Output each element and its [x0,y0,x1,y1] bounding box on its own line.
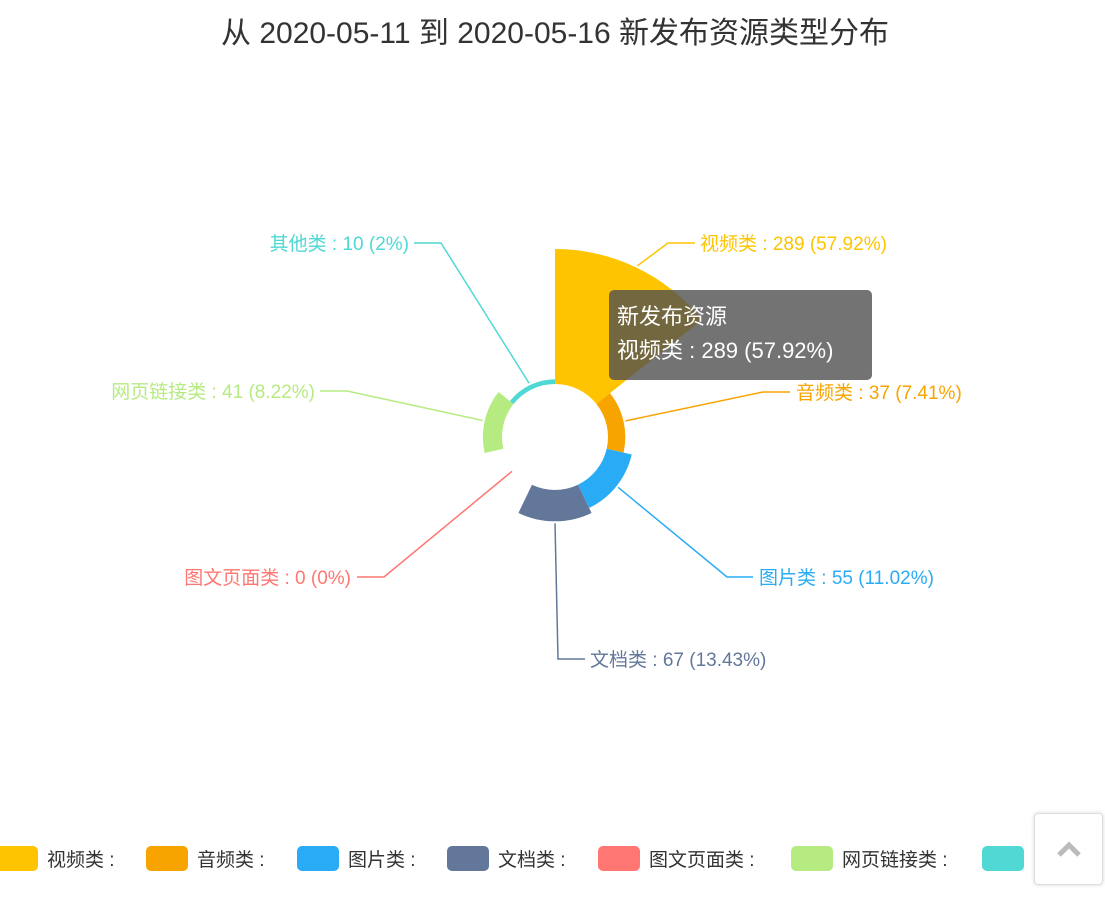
slice-6[interactable] [509,379,555,404]
slice-1[interactable] [596,393,626,453]
legend-label: 视频类 : [47,849,115,871]
slice-label-0: 视频类 : 289 (57.92%) [700,233,887,255]
legend-label: 图文页面类 : [649,849,755,871]
slice-label-6: 其他类 : 10 (2%) [270,233,409,255]
tooltip: 新发布资源 视频类 : 289 (57.92%) [609,290,872,380]
label-line-0 [636,242,695,267]
legend-item-1[interactable]: 音频类 : [146,845,265,871]
chart-title: 从 2020-05-11 到 2020-05-16 新发布资源类型分布 [220,17,890,50]
legend-item-4[interactable]: 图文页面类 : [598,845,755,871]
tooltip-line: 视频类 : 289 (57.92%) [617,338,834,363]
label-line-3 [554,523,585,660]
legend-label: 音频类 : [197,849,265,871]
slice-5[interactable] [482,392,514,454]
label-line-4 [357,470,513,578]
legend-label: 文档类 : [498,849,566,871]
slice-3[interactable] [518,484,592,522]
legend-item-2[interactable]: 图片类 : [297,845,416,871]
label-line-2 [617,486,753,578]
label-line-6 [414,242,530,384]
legend-item-3[interactable]: 文档类 : [447,845,566,871]
legend-swatch [982,845,1024,871]
legend-swatch [447,845,489,871]
legend-swatch [598,845,640,871]
slice-2[interactable] [577,448,632,508]
legend-swatch [791,845,833,871]
legend-swatch [0,845,38,871]
slice-label-5: 网页链接类 : 41 (8.22%) [111,381,315,403]
tooltip-title: 新发布资源 [617,304,728,329]
legend-item-6[interactable] [982,845,1033,871]
slice-label-2: 图片类 : 55 (11.02%) [759,567,934,589]
legend-swatch [297,845,339,871]
slice-label-4: 图文页面类 : 0 (0%) [184,567,351,589]
slice-label-3: 文档类 : 67 (13.43%) [590,649,766,671]
legend-label: 网页链接类 : [842,849,948,871]
legend-item-0[interactable]: 视频类 : [0,845,115,871]
slice-label-1: 音频类 : 37 (7.41%) [796,382,962,404]
legend-swatch [146,845,188,871]
label-line-1 [625,391,790,422]
legend-item-5[interactable]: 网页链接类 : [791,845,948,871]
label-line-5 [320,390,483,422]
chevron-up-icon [1056,841,1081,857]
back-to-top-button[interactable] [1034,813,1103,885]
legend-label: 图片类 : [348,849,416,871]
